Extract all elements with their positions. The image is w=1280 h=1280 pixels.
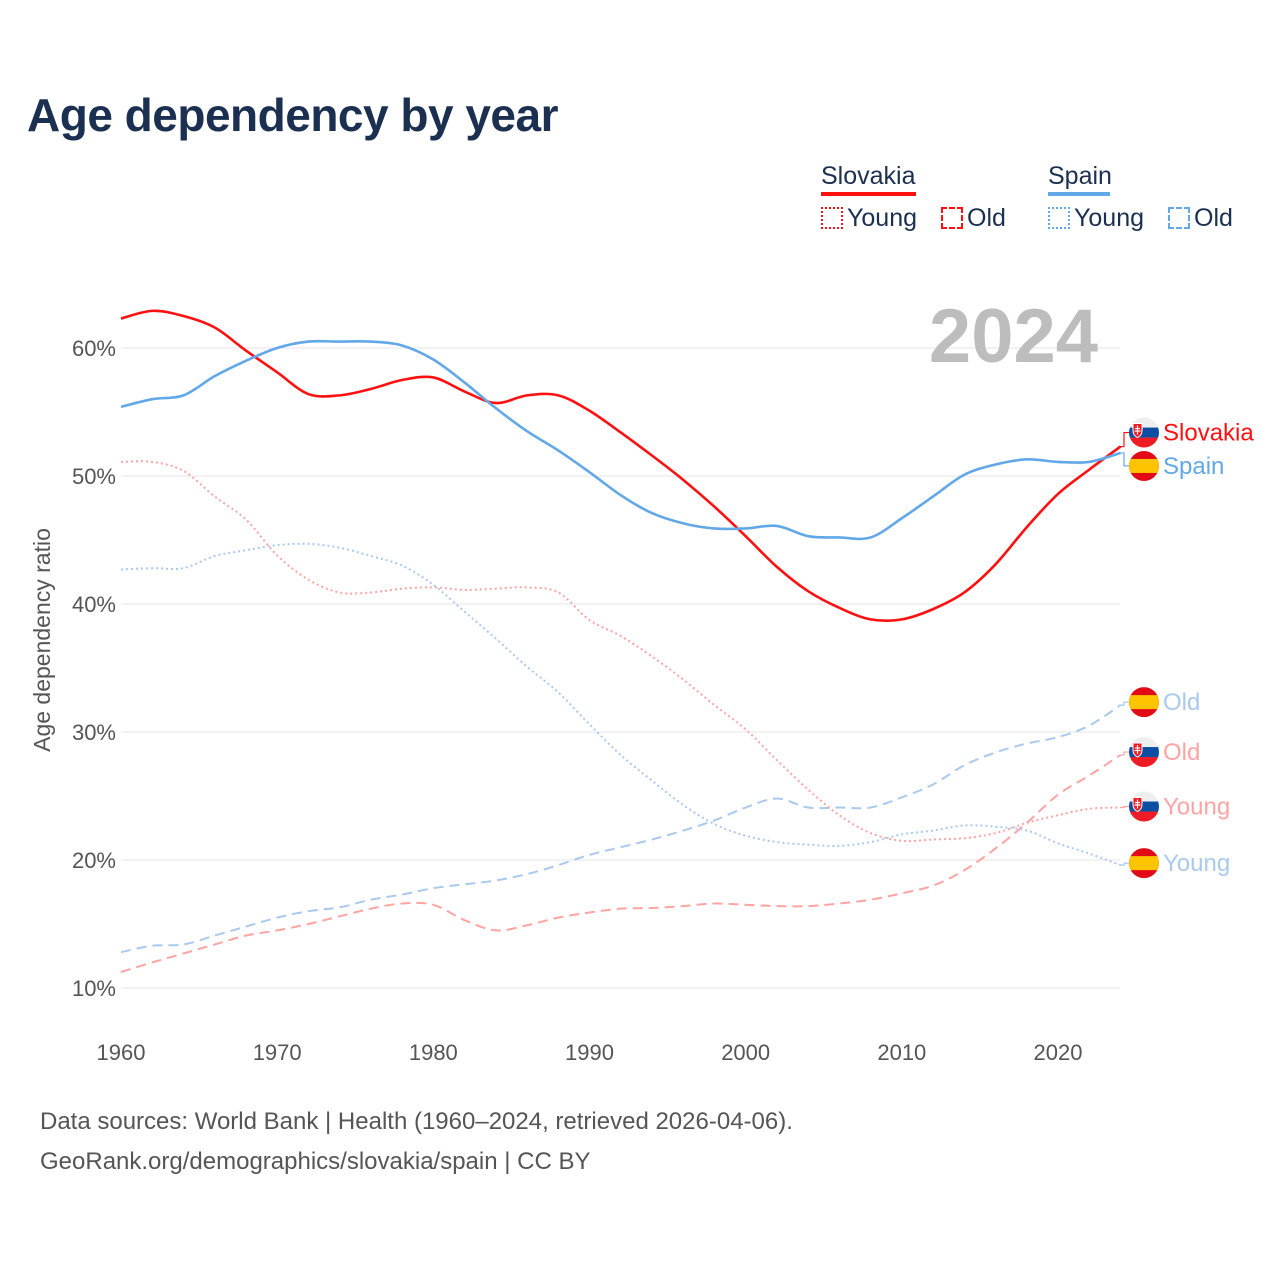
- legend-slovakia-old[interactable]: Old: [941, 204, 1006, 233]
- y-tick-label: 40%: [72, 592, 116, 617]
- y-tick-label: 10%: [72, 976, 116, 1001]
- y-tick-label: 30%: [72, 720, 116, 745]
- series-end-label: Young: [1163, 850, 1230, 877]
- legend-spain-old[interactable]: Old: [1168, 204, 1233, 233]
- x-tick-label: 1960: [97, 1040, 146, 1065]
- slovakia-flag-icon: [1129, 737, 1159, 768]
- series-line-slovakia[interactable]: [120, 309, 1122, 623]
- slovakia-flag-icon: [1129, 417, 1159, 448]
- legend-slovakia-young[interactable]: Young: [821, 204, 917, 233]
- series-end-label: Old: [1163, 689, 1200, 716]
- series-end-label: Young: [1163, 794, 1230, 821]
- x-tick-label: 1980: [409, 1040, 458, 1065]
- legend-group-slovakia: Slovakia: [821, 162, 916, 196]
- label-connector: [1120, 452, 1130, 467]
- label-connector: [1120, 805, 1130, 809]
- series-end-label: Slovakia: [1163, 420, 1254, 447]
- legend-group-spain: Spain: [1048, 162, 1112, 196]
- y-axis-label: Age dependency ratio: [29, 528, 55, 752]
- spain-flag-icon: [1129, 848, 1159, 879]
- series-line-spain-young[interactable]: [120, 542, 1121, 867]
- x-tick-label: 2000: [721, 1040, 770, 1065]
- series-end-label: Old: [1163, 739, 1200, 766]
- legend-spain-line: [1048, 192, 1110, 196]
- label-connector: [1120, 862, 1130, 866]
- x-tick-label: 2020: [1034, 1040, 1083, 1065]
- dotted-swatch-icon: [821, 207, 843, 229]
- legend-item-label: Young: [1074, 204, 1144, 232]
- y-tick-label: 60%: [72, 336, 116, 361]
- legend-item-label: Old: [967, 204, 1006, 232]
- series-line-spain-old[interactable]: [120, 704, 1122, 954]
- legend-spain-label: Spain: [1048, 162, 1112, 190]
- legend-slovakia-label: Slovakia: [821, 162, 916, 190]
- year-watermark: 2024: [929, 294, 1098, 379]
- spain-flag-icon: [1129, 687, 1159, 718]
- x-tick-label: 2010: [877, 1040, 926, 1065]
- dashed-swatch-icon: [1168, 207, 1190, 229]
- legend-item-label: Old: [1194, 204, 1233, 232]
- series-line-slovakia-young[interactable]: [120, 460, 1121, 843]
- footer-link[interactable]: GeoRank.org/demographics/slovakia/spain …: [40, 1148, 591, 1175]
- legend-item-label: Young: [847, 204, 917, 232]
- label-connector: [1120, 431, 1130, 448]
- spain-flag-icon: [1129, 450, 1159, 481]
- chart-title: Age dependency by year: [27, 89, 558, 141]
- label-connector: [1120, 701, 1130, 706]
- series-line-slovakia-old[interactable]: [120, 754, 1122, 973]
- series-end-label: Spain: [1163, 453, 1224, 480]
- legend-spain-young[interactable]: Young: [1048, 204, 1144, 233]
- dotted-swatch-icon: [1048, 207, 1070, 229]
- footer-sources: Data sources: World Bank | Health (1960–…: [40, 1108, 793, 1135]
- label-connector: [1120, 751, 1130, 756]
- series-line-spain[interactable]: [120, 339, 1121, 541]
- x-tick-label: 1990: [565, 1040, 614, 1065]
- y-tick-label: 50%: [72, 464, 116, 489]
- slovakia-flag-icon: [1129, 791, 1159, 822]
- y-tick-label: 20%: [72, 848, 116, 873]
- x-tick-label: 1970: [253, 1040, 302, 1065]
- legend-slovakia-line: [821, 192, 916, 196]
- dashed-swatch-icon: [941, 207, 963, 229]
